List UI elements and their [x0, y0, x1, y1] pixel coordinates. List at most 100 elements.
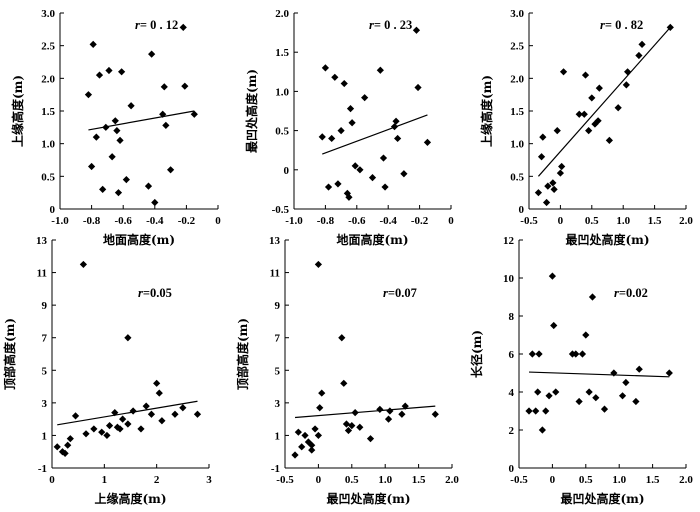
x-axis-label: 最凹处高度(m) [565, 232, 649, 247]
y-axis-label: 长径(m) [469, 330, 484, 378]
y-tick-label: 3.0 [41, 8, 55, 20]
data-point [605, 136, 613, 144]
y-tick-label: 1.5 [510, 106, 524, 118]
scatter-panel-6: -0.5 0 0.5 1.0 1.5 2.0024681012最凹处高度(m)长径(m)r… [469, 235, 693, 506]
y-tick-label: 2.0 [275, 8, 289, 20]
x-axis-label: 最凹处高度(m) [560, 491, 644, 506]
data-point [318, 389, 326, 397]
data-point [542, 198, 551, 207]
y-tick-label: 9 [42, 300, 48, 312]
data-point [537, 153, 546, 161]
correlation-label: r= 0 . 12 [135, 18, 178, 32]
x-tick-label: -0.6 [114, 215, 132, 227]
data-point [414, 83, 422, 92]
x-tick-label: 2.0 [679, 474, 693, 486]
data-point [314, 431, 322, 440]
x-tick-label: 0.5 [585, 215, 599, 227]
scatter-panel-5: -0.5 0 0.5 1.0 1.5 2.0-1135791113最凹处高度(m)顶部高度… [235, 235, 459, 506]
y-tick-label: 13 [269, 235, 281, 247]
correlation-symbol: r [383, 286, 388, 300]
data-point [321, 64, 329, 72]
y-tick-label: 1.0 [275, 86, 289, 98]
y-axis-label: 最凹处高度(m) [244, 69, 259, 153]
data-point [127, 102, 135, 110]
y-tick-label: 6 [509, 349, 515, 361]
correlation-symbol: r [614, 286, 619, 300]
data-point [90, 425, 98, 433]
y-tick-label: 1.0 [41, 139, 55, 151]
correlation-label: r=0.07 [383, 286, 417, 300]
data-point [64, 441, 72, 449]
x-tick-label: 1 [102, 474, 108, 486]
data-point [591, 120, 599, 128]
data-point [575, 110, 583, 118]
y-axis-label: 顶部高度(m) [2, 318, 17, 390]
x-tick-label: -0.6 [348, 215, 366, 227]
y-tick-label: -0.5 [272, 204, 290, 216]
data-point [539, 133, 547, 141]
data-point [545, 392, 553, 400]
y-tick-label: 11 [270, 268, 280, 280]
data-point [351, 162, 359, 170]
data-point [401, 402, 409, 410]
data-point [89, 40, 97, 48]
data-point [124, 334, 132, 342]
data-point [337, 127, 345, 135]
data-point [340, 79, 348, 88]
data-point [635, 51, 643, 60]
data-point [351, 409, 359, 417]
data-point [618, 392, 627, 400]
data-point [105, 422, 114, 430]
data-point [338, 334, 346, 342]
x-axis-label: 地面高度(m) [336, 232, 408, 247]
data-point [572, 350, 580, 358]
data-point [331, 73, 339, 81]
data-point [635, 365, 643, 373]
y-tick-label: -1 [38, 463, 47, 475]
y-tick-label: 2.0 [510, 73, 524, 85]
y-tick-label: 1 [275, 430, 281, 442]
data-point [122, 176, 130, 184]
y-tick-label: 2.0 [41, 73, 55, 85]
x-tick-label: 1.0 [616, 215, 630, 227]
data-point [151, 198, 159, 207]
data-point [384, 415, 393, 423]
data-point [318, 133, 326, 141]
data-point [549, 179, 557, 187]
data-point [82, 430, 90, 438]
data-point [666, 23, 674, 31]
y-tick-label: 0 [509, 463, 515, 475]
data-point [179, 23, 187, 31]
data-point [308, 446, 316, 454]
y-tick-label: 3 [42, 398, 48, 410]
y-tick-label: 3.0 [510, 8, 524, 20]
x-tick-label: 2.0 [445, 474, 459, 486]
data-point [592, 394, 600, 402]
x-tick-label: 0 [558, 215, 564, 227]
data-point [398, 410, 406, 418]
trend-line [57, 400, 198, 426]
data-point [348, 422, 356, 430]
data-point [575, 397, 583, 406]
scatter-panel-2: -1.0 -0.8 -0.6 -0.4 -0.2 0 -0.5 0 0.5 1.0 1.5 2.0 地面… [244, 8, 454, 247]
data-point [118, 68, 126, 76]
data-point [116, 136, 124, 144]
correlation-symbol: r [369, 18, 374, 32]
data-point [137, 425, 145, 433]
y-tick-label: 4 [509, 387, 515, 399]
data-point [553, 127, 561, 135]
data-point [301, 431, 309, 440]
y-tick-label: 0.5 [510, 171, 524, 183]
x-tick-label: 0 [550, 474, 556, 486]
y-axis-label: 上缘高度(m) [10, 75, 25, 147]
data-point [581, 71, 590, 79]
x-axis-label: 最凹处高度(m) [326, 491, 410, 506]
y-tick-label: 5 [42, 365, 48, 377]
x-tick-label: -0.2 [178, 215, 196, 227]
data-point [550, 321, 558, 330]
data-point [298, 443, 306, 451]
data-point [622, 378, 630, 387]
data-point [381, 183, 389, 191]
data-point [534, 189, 543, 197]
x-tick-label: -0.8 [317, 215, 335, 227]
